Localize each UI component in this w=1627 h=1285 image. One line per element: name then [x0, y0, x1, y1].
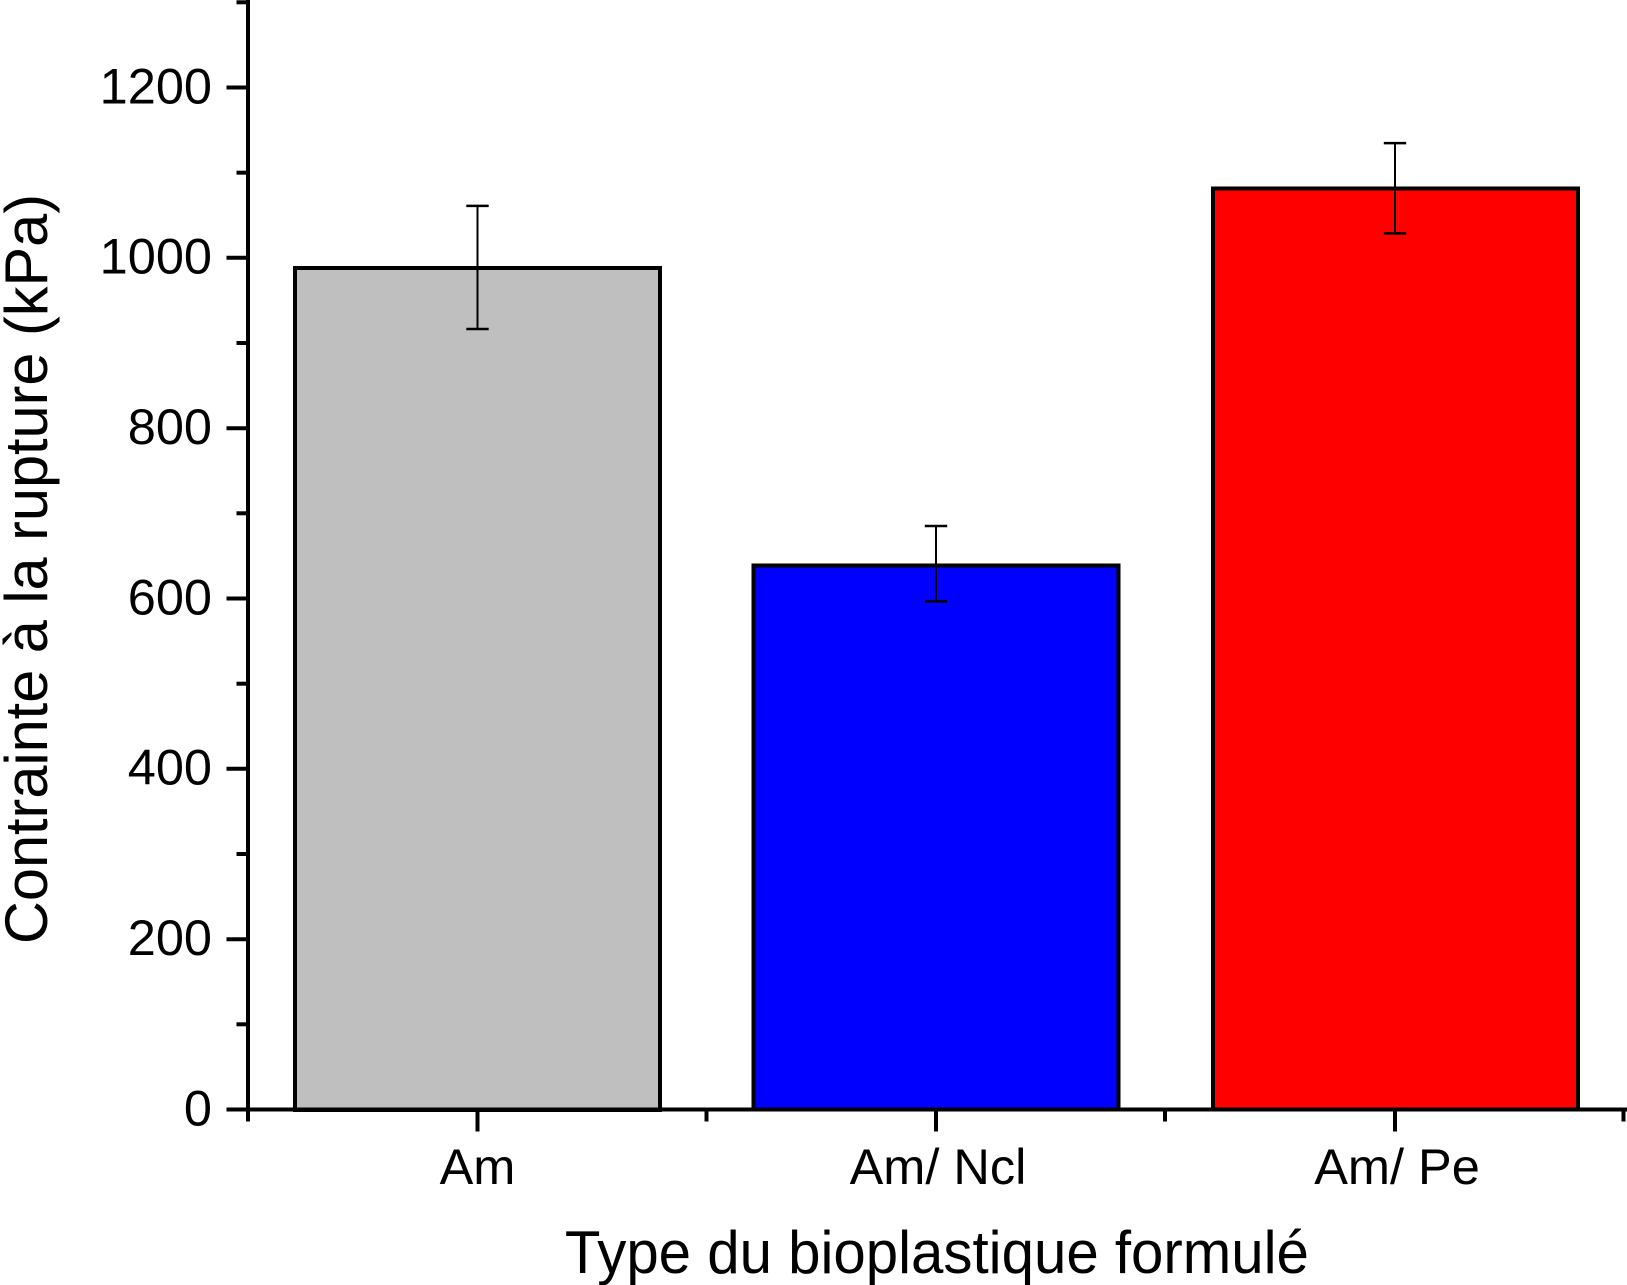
svg-text:Contrainte à la rupture (kPa): Contrainte à la rupture (kPa)	[0, 194, 60, 944]
svg-text:400: 400	[128, 739, 212, 796]
svg-text:Am/ Pe: Am/ Pe	[1314, 1138, 1480, 1195]
svg-text:Am: Am	[440, 1138, 516, 1195]
svg-text:600: 600	[128, 568, 212, 625]
svg-text:Type du bioplastique formulé: Type du bioplastique formulé	[565, 1218, 1309, 1285]
svg-text:Am/ Ncl: Am/ Ncl	[850, 1138, 1027, 1195]
svg-text:0: 0	[184, 1079, 212, 1136]
svg-text:1200: 1200	[100, 57, 212, 114]
svg-text:1000: 1000	[100, 228, 212, 285]
svg-text:200: 200	[128, 909, 212, 966]
svg-text:800: 800	[128, 398, 212, 455]
